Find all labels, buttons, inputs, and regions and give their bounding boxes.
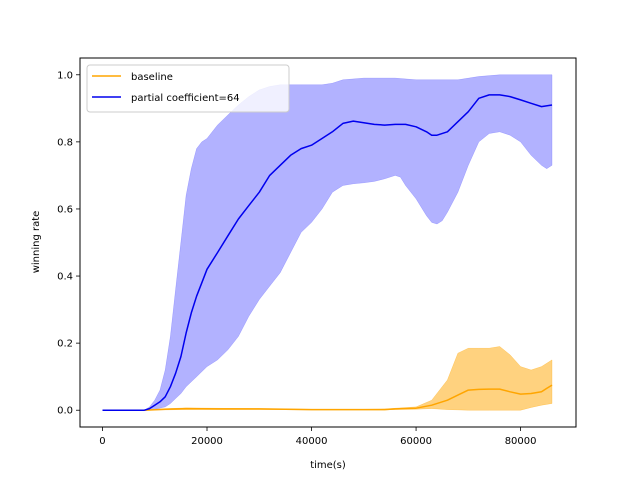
x-axis-label: time(s) [310,460,346,471]
x-tick-label: 80000 [505,436,537,447]
series-line-partial [102,94,553,411]
legend: baseline partial coefficient=64 [86,64,290,113]
y-tick-label: 0.8 [57,137,73,148]
y-tick-label: 0.0 [57,406,73,417]
y-axis-label: winning rate [31,211,42,274]
band-partial [102,74,553,411]
y-tick-label: 1.0 [57,70,73,81]
legend-label-baseline: baseline [131,72,173,83]
legend-label-partial: partial coefficient=64 [131,93,240,104]
legend-box [86,64,290,113]
y-tick-label: 0.2 [57,339,73,350]
y-tick-label: 0.4 [57,272,73,283]
y-tick-label: 0.6 [57,204,73,215]
x-tick-label: 0 [99,436,105,447]
x-tick-label: 40000 [296,436,328,447]
x-tick-label: 60000 [400,436,432,447]
series-line-baseline [102,384,553,411]
x-tick-label: 20000 [191,436,223,447]
plot-frame [79,57,577,428]
